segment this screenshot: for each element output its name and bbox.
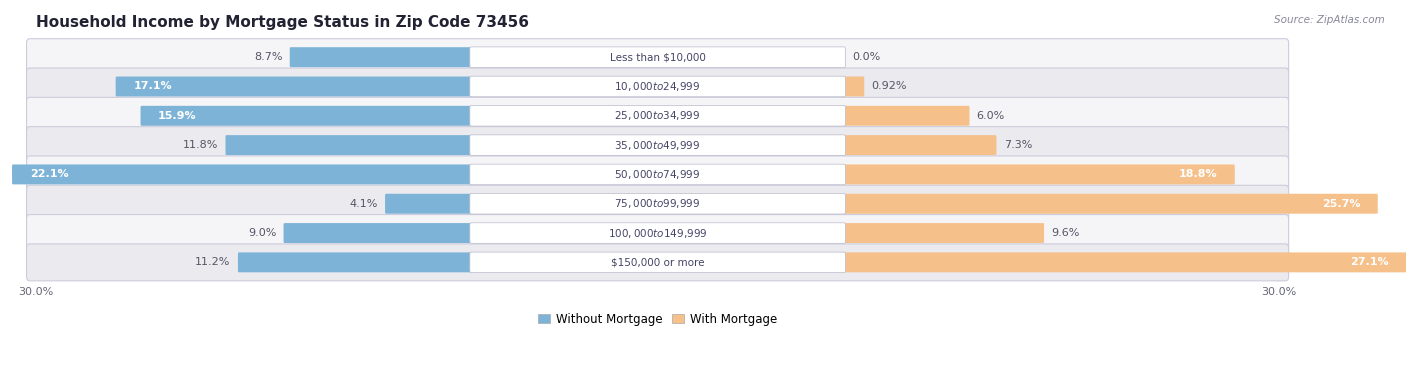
- Text: 15.9%: 15.9%: [157, 111, 197, 121]
- Text: 6.0%: 6.0%: [977, 111, 1005, 121]
- Text: $150,000 or more: $150,000 or more: [610, 257, 704, 267]
- FancyBboxPatch shape: [470, 106, 845, 126]
- FancyBboxPatch shape: [470, 223, 845, 243]
- FancyBboxPatch shape: [470, 193, 845, 214]
- Text: $100,000 to $149,999: $100,000 to $149,999: [607, 227, 707, 239]
- FancyBboxPatch shape: [470, 252, 845, 273]
- FancyBboxPatch shape: [115, 77, 472, 97]
- Text: 27.1%: 27.1%: [1351, 257, 1389, 267]
- Text: $35,000 to $49,999: $35,000 to $49,999: [614, 139, 700, 152]
- FancyBboxPatch shape: [470, 164, 845, 185]
- Text: $50,000 to $74,999: $50,000 to $74,999: [614, 168, 700, 181]
- FancyBboxPatch shape: [844, 164, 1234, 184]
- FancyBboxPatch shape: [27, 185, 1289, 222]
- FancyBboxPatch shape: [13, 164, 472, 184]
- FancyBboxPatch shape: [844, 135, 997, 155]
- Text: 17.1%: 17.1%: [134, 81, 172, 92]
- FancyBboxPatch shape: [225, 135, 472, 155]
- Text: 25.7%: 25.7%: [1322, 199, 1360, 209]
- FancyBboxPatch shape: [284, 223, 472, 243]
- FancyBboxPatch shape: [27, 127, 1289, 164]
- FancyBboxPatch shape: [27, 244, 1289, 281]
- FancyBboxPatch shape: [27, 215, 1289, 251]
- FancyBboxPatch shape: [844, 77, 865, 97]
- Text: 7.3%: 7.3%: [1004, 140, 1032, 150]
- Text: 9.6%: 9.6%: [1052, 228, 1080, 238]
- Legend: Without Mortgage, With Mortgage: Without Mortgage, With Mortgage: [534, 309, 780, 329]
- Text: $25,000 to $34,999: $25,000 to $34,999: [614, 109, 700, 122]
- Text: 22.1%: 22.1%: [30, 169, 69, 179]
- Text: 4.1%: 4.1%: [350, 199, 378, 209]
- Text: 9.0%: 9.0%: [247, 228, 277, 238]
- Text: Household Income by Mortgage Status in Zip Code 73456: Household Income by Mortgage Status in Z…: [37, 15, 529, 30]
- FancyBboxPatch shape: [844, 252, 1406, 272]
- Text: 11.8%: 11.8%: [183, 140, 218, 150]
- Text: 0.92%: 0.92%: [872, 81, 907, 92]
- FancyBboxPatch shape: [470, 76, 845, 97]
- FancyBboxPatch shape: [844, 194, 1378, 214]
- FancyBboxPatch shape: [27, 39, 1289, 76]
- FancyBboxPatch shape: [844, 106, 970, 126]
- Text: $10,000 to $24,999: $10,000 to $24,999: [614, 80, 700, 93]
- FancyBboxPatch shape: [470, 47, 845, 67]
- Text: Less than $10,000: Less than $10,000: [610, 52, 706, 62]
- FancyBboxPatch shape: [27, 156, 1289, 193]
- FancyBboxPatch shape: [238, 252, 472, 272]
- Text: 18.8%: 18.8%: [1178, 169, 1218, 179]
- FancyBboxPatch shape: [844, 223, 1045, 243]
- Text: 0.0%: 0.0%: [852, 52, 880, 62]
- FancyBboxPatch shape: [290, 47, 472, 67]
- FancyBboxPatch shape: [141, 106, 472, 126]
- FancyBboxPatch shape: [27, 68, 1289, 105]
- FancyBboxPatch shape: [385, 194, 472, 214]
- FancyBboxPatch shape: [27, 97, 1289, 134]
- Text: Source: ZipAtlas.com: Source: ZipAtlas.com: [1274, 15, 1385, 25]
- Text: 8.7%: 8.7%: [254, 52, 283, 62]
- Text: 11.2%: 11.2%: [195, 257, 231, 267]
- FancyBboxPatch shape: [470, 135, 845, 155]
- Text: $75,000 to $99,999: $75,000 to $99,999: [614, 197, 700, 210]
